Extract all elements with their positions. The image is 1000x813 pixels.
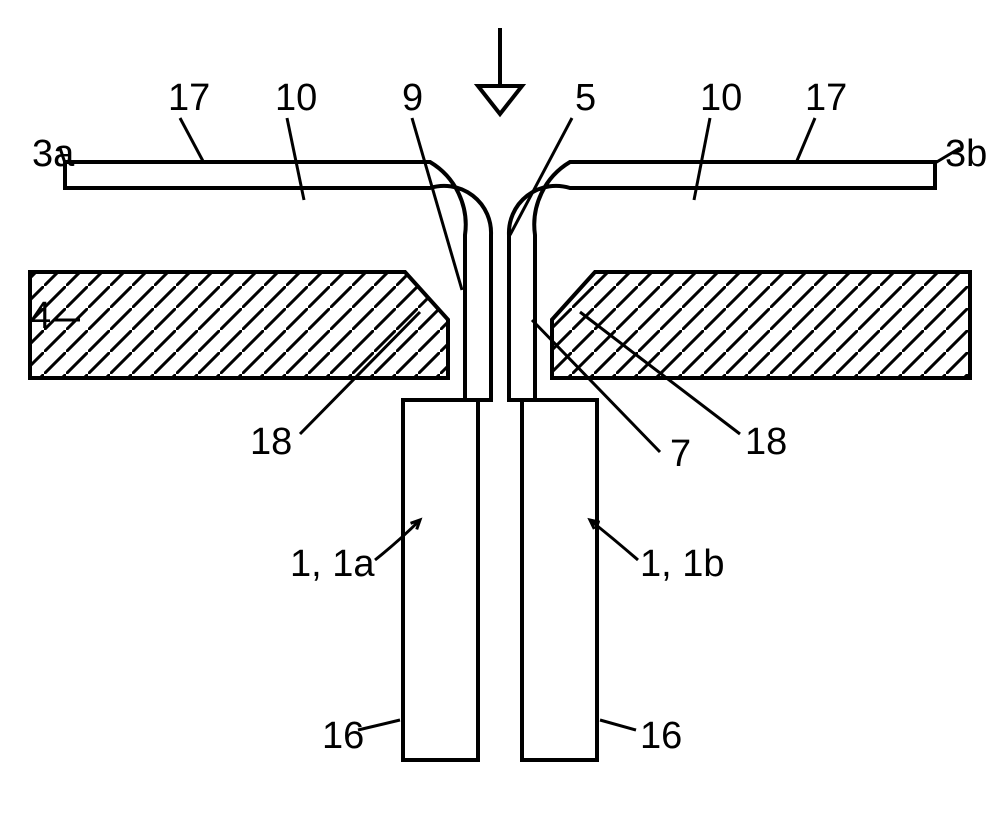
leader-l16R [600, 720, 636, 730]
label-n3a: 3a [32, 133, 75, 175]
label-n10R: 10 [700, 77, 742, 119]
label-n11a: 1, 1a [290, 543, 375, 585]
label-n17R: 17 [805, 77, 847, 119]
label-n10L: 10 [275, 77, 317, 119]
leader-l9 [412, 118, 462, 290]
label-n18R: 18 [745, 421, 787, 463]
hatched-block-left [30, 272, 448, 378]
leg-right [522, 400, 597, 760]
label-n11b: 1, 1b [640, 543, 725, 585]
label-n5: 5 [575, 77, 596, 119]
leader-l17R [796, 118, 815, 163]
flow-arrow-head [478, 86, 522, 114]
hatched-block-right [552, 272, 970, 378]
label-n4: 4 [30, 295, 51, 337]
leg-left [403, 400, 478, 760]
label-n9: 9 [402, 77, 423, 119]
label-n3b: 3b [945, 133, 987, 175]
label-n18L: 18 [250, 421, 292, 463]
leader-l16L [358, 720, 400, 730]
leader-l17L [180, 118, 204, 163]
label-n16L: 16 [322, 715, 364, 757]
label-n17L: 17 [168, 77, 210, 119]
label-n7: 7 [670, 433, 691, 475]
label-n16R: 16 [640, 715, 682, 757]
